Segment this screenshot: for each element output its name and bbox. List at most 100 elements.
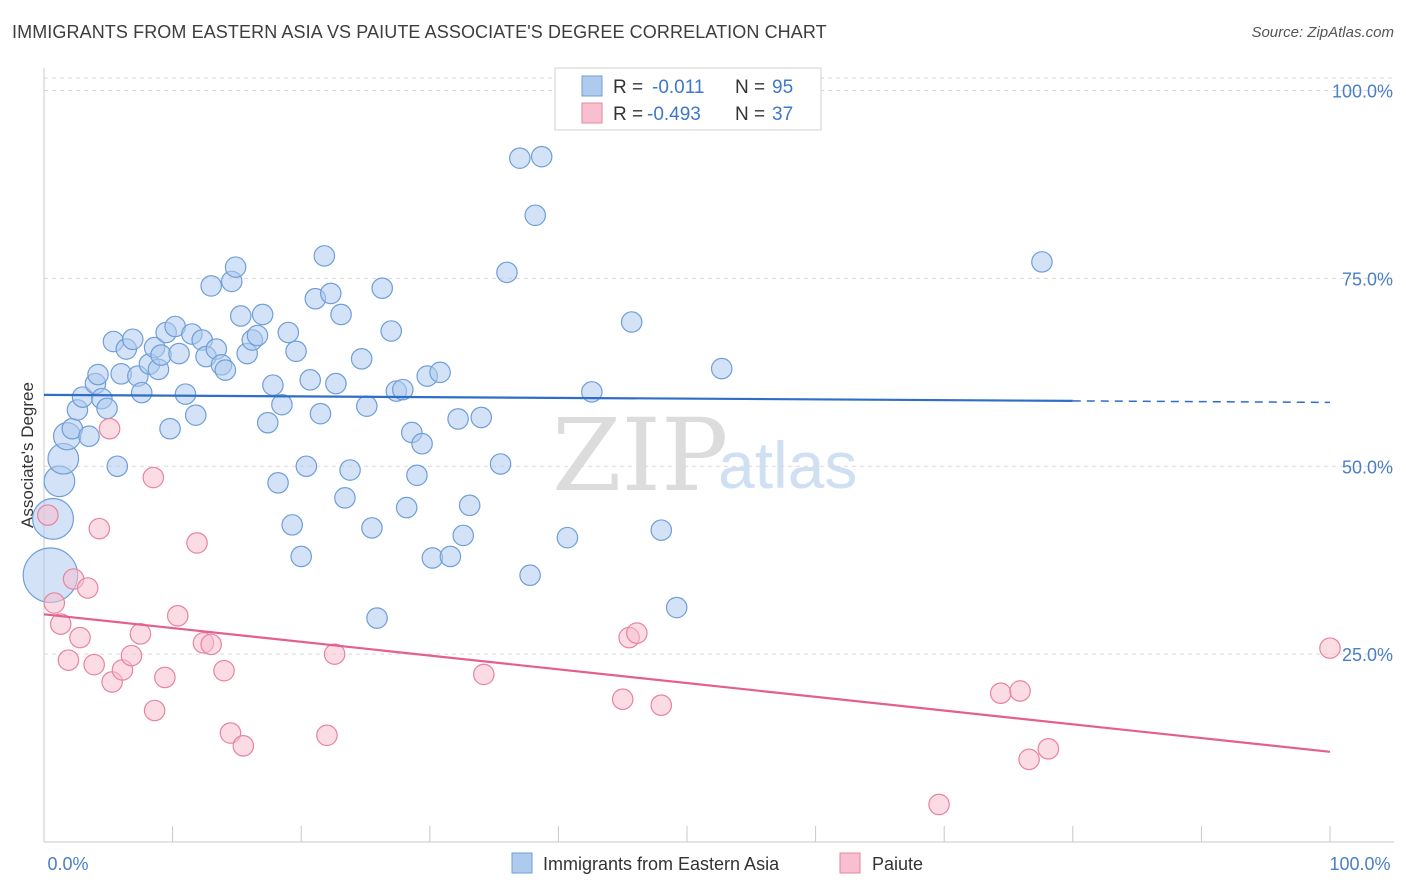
- blue-point-85: [519, 564, 541, 587]
- blue-point-80: [458, 494, 481, 517]
- legend-n-value-blue: 95: [772, 77, 793, 98]
- blue-point-57: [319, 282, 342, 305]
- blue-point-33: [200, 275, 222, 297]
- pink-point-22: [219, 722, 242, 744]
- blue-point-72: [406, 464, 428, 487]
- pink-point-33: [1009, 680, 1031, 702]
- blue-trend-line: [43, 393, 1073, 402]
- blue-point-67: [380, 320, 403, 342]
- y-tick-label-50: 50.0%: [1342, 457, 1393, 477]
- blue-point-93: [710, 357, 733, 380]
- blue-point-50: [285, 340, 307, 363]
- blue-point-60: [334, 487, 356, 509]
- blue-point-42: [246, 324, 269, 347]
- blue-point-70: [395, 496, 418, 519]
- blue-point-77: [439, 545, 462, 568]
- blue-point-17: [121, 328, 144, 351]
- blue-point-44: [256, 411, 279, 434]
- blue-point-36: [214, 359, 237, 381]
- blue-point-75: [421, 547, 444, 569]
- x-axis-ticks: [43, 826, 1331, 842]
- series-paiute-points: [37, 417, 1341, 816]
- blue-point-39: [229, 305, 252, 327]
- pink-point-26: [473, 663, 495, 686]
- series-immigrants-eastern-asia-points: [22, 145, 1053, 629]
- blue-point-81: [470, 406, 493, 429]
- blue-point-59: [330, 303, 352, 326]
- watermark-atlas: atlas: [718, 428, 857, 502]
- legend-swatch-pink: [581, 102, 603, 124]
- blue-point-88: [556, 526, 579, 549]
- pink-point-9: [98, 417, 121, 440]
- blue-point-38: [224, 256, 247, 278]
- blue-point-46: [267, 472, 289, 494]
- pink-point-2: [49, 613, 72, 635]
- legend-r-value-pink: -0.493: [647, 104, 701, 125]
- blue-point-48: [277, 321, 300, 344]
- y-axis-tick-labels: 25.0% 50.0% 75.0% 100.0%: [1332, 82, 1393, 666]
- x-tick-label-0: 0.0%: [47, 854, 88, 874]
- y-axis-label: Associate's Degree: [18, 382, 37, 528]
- pink-point-35: [1037, 738, 1060, 760]
- blue-point-84: [509, 147, 531, 169]
- pink-point-15: [143, 699, 166, 722]
- pink-point-30: [650, 694, 673, 717]
- pink-point-29: [626, 622, 648, 644]
- blue-point-10: [87, 363, 109, 386]
- pink-point-20: [200, 633, 222, 656]
- legend-r-value-blue: -0.011: [652, 77, 704, 98]
- pink-point-25: [323, 643, 346, 665]
- pink-point-36: [1319, 637, 1341, 659]
- blue-point-90: [620, 311, 643, 333]
- bottom-legend-label-blue: Immigrants from Eastern Asia: [543, 854, 780, 874]
- blue-point-91: [650, 519, 673, 541]
- pink-point-31: [928, 793, 950, 816]
- blue-point-49: [281, 514, 303, 536]
- source-credit: Source: ZipAtlas.com: [1251, 24, 1394, 41]
- legend-n-value-pink: 37: [772, 104, 793, 125]
- blue-point-13: [106, 455, 129, 478]
- pink-point-27: [611, 688, 634, 711]
- bottom-legend-swatch-pink: [839, 852, 861, 874]
- pink-point-12: [120, 644, 143, 667]
- blue-point-45: [262, 374, 284, 396]
- blue-point-65: [366, 607, 388, 629]
- pink-point-34: [1018, 748, 1040, 771]
- pink-point-32: [989, 682, 1012, 705]
- legend: R = -0.011 N = 95 R = -0.493 N = 37: [554, 67, 822, 131]
- y-tick-label-25: 25.0%: [1342, 645, 1393, 665]
- blue-point-73: [411, 432, 433, 455]
- blue-point-25: [159, 417, 181, 440]
- blue-point-30: [184, 404, 207, 426]
- blue-point-51: [290, 545, 312, 568]
- blue-point-87: [530, 145, 553, 168]
- blue-point-82: [489, 453, 512, 475]
- bottom-legend-label-pink: Paiute: [872, 854, 923, 874]
- blue-point-27: [168, 342, 190, 365]
- blue-point-56: [313, 245, 336, 267]
- pink-point-13: [129, 623, 152, 645]
- y-tick-label-75: 75.0%: [1342, 269, 1393, 289]
- blue-point-28: [174, 383, 197, 405]
- trend-lines: [43, 393, 1331, 753]
- blue-point-86: [524, 204, 547, 227]
- bottom-legend: Immigrants from Eastern Asia Paiute: [511, 852, 923, 874]
- pink-trend-line: [43, 613, 1331, 753]
- blue-point-52: [295, 455, 318, 478]
- blue-point-78: [447, 408, 469, 430]
- chart-title: IMMIGRANTS FROM EASTERN ASIA VS PAIUTE A…: [12, 22, 827, 42]
- blue-point-66: [371, 277, 394, 299]
- blue-point-47: [271, 393, 293, 416]
- blue-point-8: [78, 425, 100, 448]
- blue-point-94: [1031, 251, 1053, 273]
- y-tick-label-100: 100.0%: [1332, 82, 1393, 102]
- blue-point-64: [361, 517, 383, 539]
- pink-point-21: [213, 659, 235, 682]
- blue-point-76: [429, 361, 451, 384]
- blue-point-55: [309, 402, 332, 425]
- pink-point-24: [316, 724, 338, 747]
- pink-point-14: [142, 466, 165, 489]
- legend-swatch-blue: [581, 75, 603, 97]
- blue-point-83: [496, 261, 518, 284]
